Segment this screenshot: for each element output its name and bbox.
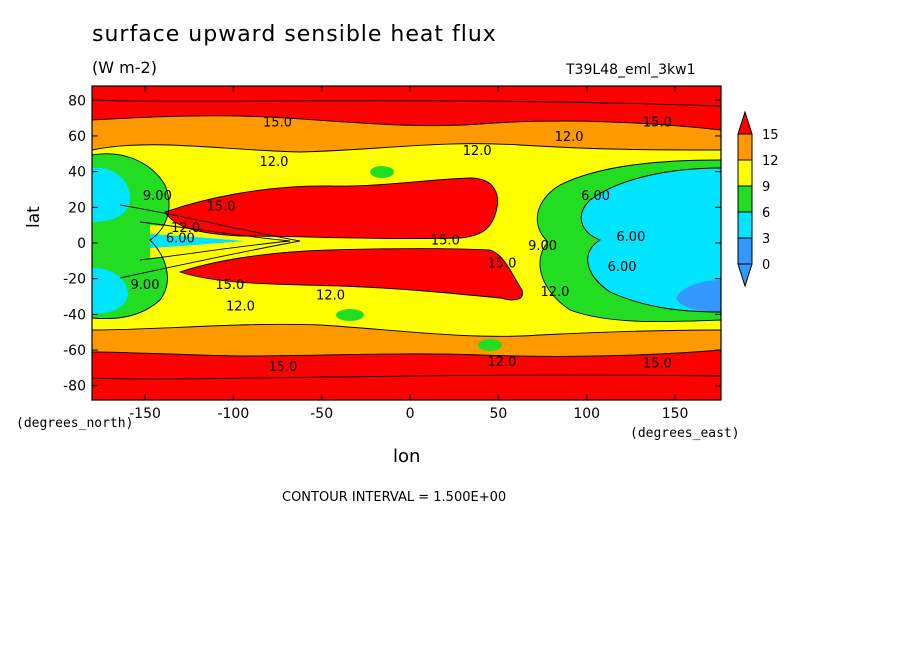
y-tick-label: 80	[68, 93, 86, 109]
y-tick-label: 20	[68, 200, 86, 216]
x-axis: -150 -100 -50 0 50 100 150	[129, 86, 688, 422]
y-tick-label: 60	[68, 129, 86, 145]
contour-label: 12.0	[316, 289, 345, 304]
contour-label: 12.0	[555, 130, 584, 145]
x-tick-label: 150	[662, 406, 689, 422]
y-axis: -80 -60 -40 -20 0 20 40 60 80	[63, 93, 721, 395]
x-unit-label: (degrees_east)	[630, 426, 740, 441]
contour-label: 15.0	[263, 116, 292, 131]
contour-label: 15.0	[643, 116, 672, 131]
contour-label: 12.0	[226, 299, 255, 314]
contour-label: 12.0	[487, 355, 516, 370]
colorbar-segment	[737, 133, 753, 161]
x-tick-label: -50	[310, 406, 333, 422]
colorbar-label: 0	[762, 258, 770, 273]
contour-label: 9.00	[528, 239, 557, 254]
colorbar-segment	[737, 159, 753, 187]
colorbar-min-arrow	[737, 263, 753, 288]
contour-label: 6.00	[166, 232, 195, 247]
chart-title: surface upward sensible heat flux	[92, 22, 497, 47]
colorbar: 0 3 6 9 12 15	[737, 110, 779, 288]
contour-label: 15.0	[643, 357, 672, 372]
contour-labels: 15.0 15.012.012.012.09.0015.012.06.006.00…	[131, 116, 672, 375]
y-tick-label: 0	[77, 236, 86, 252]
y-tick-label: 40	[68, 165, 86, 181]
contour-label: 12.0	[540, 285, 569, 300]
run-label: T39L48_eml_3kw1	[566, 62, 696, 78]
y-tick-label: -40	[63, 307, 86, 323]
contour-label: 12.0	[260, 155, 289, 170]
contour-label: 6.00	[608, 260, 637, 275]
contour-label: 12.0	[463, 144, 492, 159]
contour-label: 12.0	[171, 221, 200, 236]
units-label: (W m-2)	[92, 58, 157, 77]
contour-lines	[92, 99, 721, 380]
colorbar-segment	[737, 237, 753, 265]
contour-label: 15.0	[487, 257, 516, 272]
colorbar-segment	[737, 185, 753, 213]
colorbar-label: 3	[762, 232, 770, 247]
colorbar-label: 12	[762, 154, 779, 169]
contour-interval-label: CONTOUR INTERVAL = 1.500E+00	[282, 490, 507, 505]
contour-label: 15.0	[431, 233, 460, 248]
y-tick-label: -60	[63, 343, 86, 359]
contour-label: 6.00	[616, 230, 645, 245]
x-tick-label: -100	[217, 406, 249, 422]
x-tick-label: 100	[573, 406, 600, 422]
contour-label: 9.00	[131, 278, 160, 293]
contour-label: 15.0	[215, 278, 244, 293]
y-tick-label: -80	[63, 379, 86, 395]
colorbar-segment	[737, 211, 753, 239]
contour-label: 9.00	[143, 189, 172, 204]
x-tick-label: 0	[406, 406, 415, 422]
y-tick-label: -20	[63, 272, 86, 288]
x-tick-label: 50	[489, 406, 507, 422]
y-unit-label: (degrees_north)	[16, 416, 134, 431]
x-tick-label: -150	[129, 406, 161, 422]
colorbar-label: 15	[762, 128, 779, 143]
contour-label: 15.0	[268, 360, 297, 375]
contour-label: 15.0	[207, 200, 236, 215]
colorbar-label: 9	[762, 180, 770, 195]
colorbar-max-arrow	[737, 110, 753, 135]
colorbar-label: 6	[762, 206, 770, 221]
contour-label: 6.00	[581, 189, 610, 204]
x-axis-title: lon	[393, 446, 421, 467]
contour-field	[92, 86, 721, 400]
